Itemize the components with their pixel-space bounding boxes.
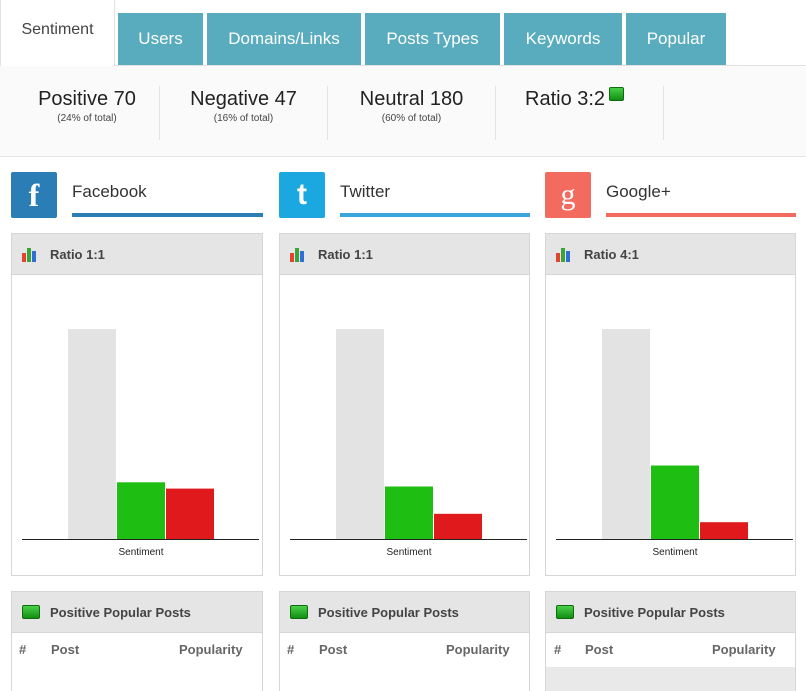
facebook-ratio-panel: Ratio 1:1 Sentiment bbox=[11, 233, 263, 576]
twitter-posts-panel: Positive Popular Posts # Post Popularity bbox=[279, 591, 530, 691]
twitter-posts-header: Positive Popular Posts bbox=[280, 592, 529, 633]
stat-negative: Negative 47 (16% of total) bbox=[160, 86, 328, 140]
googleplus-posts-title: Positive Popular Posts bbox=[584, 604, 725, 620]
tab-popular[interactable]: Popular bbox=[626, 13, 726, 65]
stat-positive-percent: (24% of total) bbox=[57, 113, 117, 124]
stat-ratio-value: Ratio 3:2 bbox=[525, 88, 606, 110]
bar-positive bbox=[117, 482, 165, 539]
googleplus-ratio-header: Ratio 4:1 bbox=[546, 234, 795, 275]
facebook-underline bbox=[72, 213, 263, 217]
googleplus-ratio-panel: Ratio 4:1 Sentiment bbox=[545, 233, 796, 576]
twitter-posts-table-header: # Post Popularity bbox=[280, 633, 529, 666]
tab-users[interactable]: Users bbox=[118, 13, 203, 65]
column-post[interactable]: Post bbox=[585, 642, 614, 657]
tab-posts-types[interactable]: Posts Types bbox=[365, 13, 500, 65]
twitter-ratio-chart: Sentiment bbox=[280, 275, 529, 574]
facebook-ratio-header: Ratio 1:1 bbox=[12, 234, 262, 275]
googleplus-icon: g bbox=[545, 172, 591, 218]
googleplus-ratio-chart: Sentiment bbox=[546, 275, 795, 574]
column-popularity[interactable]: Popularity bbox=[179, 642, 243, 657]
facebook-posts-panel: Positive Popular Posts # Post Popularity bbox=[11, 591, 263, 691]
stat-neutral-value: Neutral 180 bbox=[359, 88, 464, 110]
twitter-title: Twitter bbox=[340, 182, 391, 201]
googleplus-posts-panel: Positive Popular Posts # Post Popularity bbox=[545, 591, 796, 691]
twitter-ratio-header: Ratio 1:1 bbox=[280, 234, 529, 275]
facebook-ratio-title: Ratio 1:1 bbox=[50, 246, 105, 262]
tab-bar: Sentiment Users Domains/Links Posts Type… bbox=[0, 0, 806, 66]
sentiment-bar-chart: Sentiment bbox=[22, 329, 259, 558]
bar-neutral bbox=[336, 329, 384, 539]
positive-icon bbox=[556, 605, 574, 619]
bar-neutral bbox=[602, 329, 650, 539]
facebook-posts-title: Positive Popular Posts bbox=[50, 604, 191, 620]
bar-chart-icon bbox=[556, 246, 574, 262]
x-axis-label: Sentiment bbox=[386, 547, 431, 558]
bar-chart-icon bbox=[22, 246, 40, 262]
ratio-indicator-icon bbox=[609, 87, 625, 101]
column-popularity[interactable]: Popularity bbox=[446, 642, 510, 657]
bar-positive bbox=[385, 486, 433, 539]
bar-neutral bbox=[68, 329, 116, 539]
twitter-header: t Twitter bbox=[279, 172, 530, 218]
stat-positive: Positive 70 (24% of total) bbox=[15, 86, 160, 140]
twitter-posts-title: Positive Popular Posts bbox=[318, 604, 459, 620]
bar-negative bbox=[166, 488, 214, 539]
column-popularity[interactable]: Popularity bbox=[712, 642, 776, 657]
tab-domains-links[interactable]: Domains/Links bbox=[207, 13, 361, 65]
bar-positive bbox=[651, 465, 699, 539]
x-axis-label: Sentiment bbox=[118, 547, 163, 558]
tab-keywords[interactable]: Keywords bbox=[504, 13, 622, 65]
column-post[interactable]: Post bbox=[319, 642, 348, 657]
googleplus-ratio-title: Ratio 4:1 bbox=[584, 246, 639, 262]
tab-sentiment[interactable]: Sentiment bbox=[0, 0, 115, 66]
table-row[interactable] bbox=[546, 667, 795, 691]
sentiment-bar-chart: Sentiment bbox=[556, 329, 793, 558]
facebook-title: Facebook bbox=[72, 182, 147, 201]
positive-icon bbox=[22, 605, 40, 619]
bar-chart-icon bbox=[290, 246, 308, 262]
facebook-header: f Facebook bbox=[11, 172, 263, 218]
twitter-underline bbox=[340, 213, 530, 217]
sentiment-summary: Positive 70 (24% of total) Negative 47 (… bbox=[0, 66, 806, 157]
positive-icon bbox=[290, 605, 308, 619]
twitter-ratio-panel: Ratio 1:1 Sentiment bbox=[279, 233, 530, 576]
column-number[interactable]: # bbox=[554, 642, 562, 657]
sentiment-bar-chart: Sentiment bbox=[290, 329, 527, 558]
bar-negative bbox=[434, 513, 482, 539]
twitter-ratio-title: Ratio 1:1 bbox=[318, 246, 373, 262]
facebook-posts-table-header: # Post Popularity bbox=[12, 633, 262, 666]
stat-ratio: Ratio 3:2 bbox=[496, 86, 664, 140]
column-post[interactable]: Post bbox=[51, 642, 80, 657]
stat-negative-percent: (16% of total) bbox=[213, 113, 274, 124]
googleplus-posts-header: Positive Popular Posts bbox=[546, 592, 795, 633]
facebook-posts-header: Positive Popular Posts bbox=[12, 592, 262, 633]
googleplus-header: g Google+ bbox=[545, 172, 796, 218]
twitter-icon: t bbox=[279, 172, 325, 218]
googleplus-title: Google+ bbox=[606, 182, 671, 201]
facebook-icon: f bbox=[11, 172, 57, 218]
stat-negative-value: Negative 47 bbox=[190, 88, 297, 110]
stat-neutral-percent: (60% of total) bbox=[381, 113, 442, 124]
stat-neutral: Neutral 180 (60% of total) bbox=[328, 86, 496, 140]
x-axis-label: Sentiment bbox=[652, 547, 697, 558]
googleplus-posts-table-header: # Post Popularity bbox=[546, 633, 795, 666]
column-number[interactable]: # bbox=[287, 642, 295, 657]
bar-negative bbox=[700, 522, 748, 539]
column-number[interactable]: # bbox=[19, 642, 27, 657]
stat-positive-value: Positive 70 bbox=[38, 88, 136, 110]
googleplus-underline bbox=[606, 213, 796, 217]
stat-ratio-row: Ratio 3:2 bbox=[525, 86, 663, 112]
facebook-ratio-chart: Sentiment bbox=[12, 275, 262, 574]
